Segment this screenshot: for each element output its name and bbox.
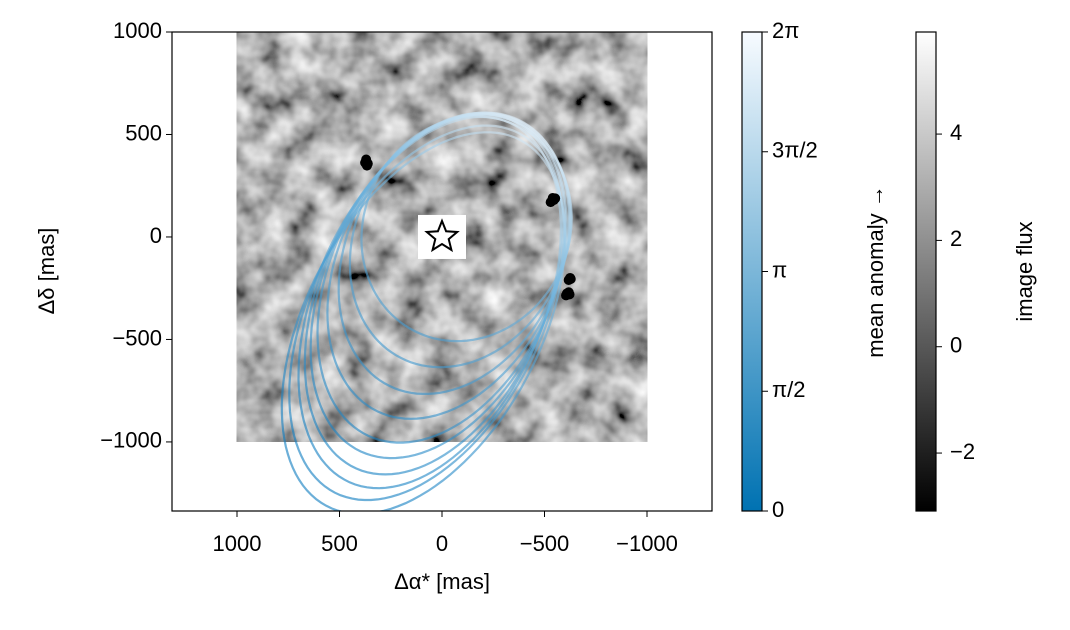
star — [424, 218, 460, 253]
y-tick-label: 1000 — [113, 18, 162, 43]
y-tick-label: −500 — [112, 325, 162, 350]
colorbar — [741, 31, 763, 512]
astrometry-point — [565, 273, 576, 284]
orbit — [288, 124, 566, 502]
y-axis-label: Δδ [mas] — [34, 228, 59, 315]
colorbar-tick-label: 4 — [950, 120, 962, 145]
x-tick-label: −500 — [520, 531, 570, 556]
colorbar-tick-label: 0 — [772, 497, 784, 522]
x-tick-label: 1000 — [213, 531, 262, 556]
orbit — [309, 113, 567, 460]
x-tick-label: −1000 — [616, 531, 678, 556]
y-tick-label: 500 — [125, 120, 162, 145]
colorbar-tick-label: −2 — [950, 439, 975, 464]
orbit — [303, 113, 564, 476]
colorbar-tick-label: π — [772, 257, 787, 282]
y-tick-label: 0 — [150, 223, 162, 248]
astrometry-point — [563, 287, 574, 298]
colorbar-tick-label: 3π/2 — [772, 138, 818, 163]
colorbar-tick-label: 2π — [772, 18, 799, 43]
orbit — [280, 131, 567, 511]
colorbar-label: image flux — [1012, 221, 1037, 321]
astrometry-point — [548, 195, 559, 206]
x-tick-label: 0 — [436, 531, 448, 556]
colorbar-tick-label: 2 — [950, 226, 962, 251]
orbit — [326, 111, 571, 420]
plot-area — [236, 32, 648, 511]
colorbar-tick-label: 0 — [950, 333, 962, 358]
orbit — [297, 115, 563, 490]
astrometry-point — [361, 154, 372, 165]
colorbar-label: mean anomaly → — [863, 185, 888, 357]
x-tick-label: 500 — [321, 531, 358, 556]
colorbar — [915, 31, 937, 512]
colorbar-tick-label: π/2 — [772, 377, 806, 402]
y-tick-label: −1000 — [100, 428, 162, 453]
x-axis-label: Δα* [mas] — [394, 569, 490, 594]
